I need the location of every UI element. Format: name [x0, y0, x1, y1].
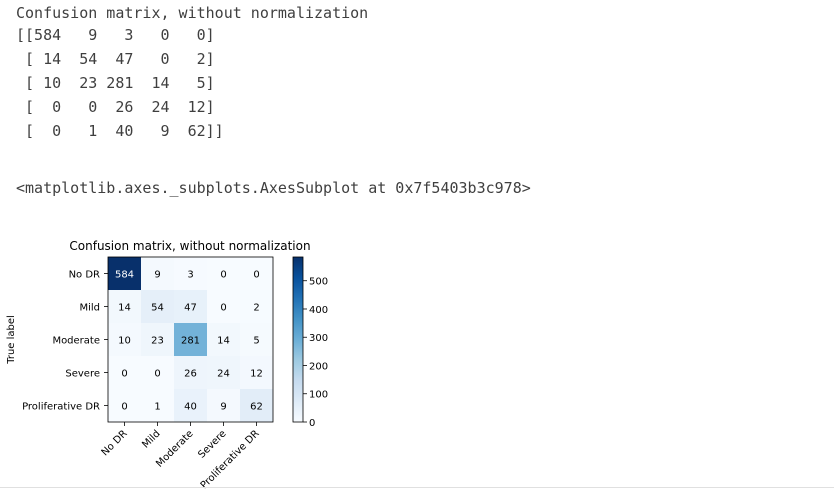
confusion-matrix-heading: Confusion matrix, without normalization [16, 4, 369, 22]
heatmap-cell [174, 290, 207, 323]
cell-value-label: 54 [151, 303, 164, 314]
cell-value-label: 10 [118, 336, 131, 347]
heatmap-cell [108, 356, 141, 389]
colorbar-tick-label: 500 [309, 277, 328, 288]
colorbar-tick-label: 100 [309, 390, 328, 401]
y-tick-label: Proliferative DR [22, 402, 100, 413]
cell-value-label: 0 [154, 369, 160, 380]
heatmap-cell [174, 389, 207, 422]
matrix-row-2: [ 14 54 47 0 2] [16, 50, 215, 68]
colorbar-tick-label: 200 [309, 361, 328, 372]
y-tick-label: Mild [79, 303, 100, 314]
cell-divider [0, 487, 834, 488]
cell-value-label: 62 [250, 402, 263, 413]
y-tick-label: No DR [69, 270, 100, 281]
colorbar-tick-label: 0 [309, 418, 315, 429]
matrix-row-3: [ 10 23 281 14 5] [16, 74, 215, 92]
x-tick-label: Severe [196, 428, 228, 460]
y-tick-label: Moderate [52, 336, 100, 347]
cell-value-label: 0 [220, 270, 226, 281]
cell-value-label: 23 [151, 336, 164, 347]
heatmap-cell [207, 356, 240, 389]
confusion-matrix-chart: Confusion matrix, without normalization … [6, 239, 328, 490]
chart-title: Confusion matrix, without normalization [69, 239, 310, 253]
heatmap-cell [108, 257, 141, 290]
matrix-row-4: [ 0 0 26 24 12] [16, 98, 215, 116]
y-tick-label: Severe [65, 369, 100, 380]
heatmap-cell [141, 389, 174, 422]
cell-value-label: 26 [184, 369, 197, 380]
cell-value-label: 2 [253, 303, 259, 314]
x-tick-label: Mild [140, 428, 162, 450]
colorbar-bar [292, 256, 304, 423]
heatmap-cells: 584 9 3 0 0 14 54 47 0 2 10 23 281 14 5 0 0 26 24 12 0 1 40 9 62 [107, 256, 274, 423]
cell-value-label: 14 [118, 303, 131, 314]
heatmap-cell [240, 389, 273, 422]
cell-value-label: 47 [184, 303, 197, 314]
cell-value-label: 1 [154, 402, 160, 413]
heatmap-cell [174, 323, 207, 356]
heatmap-cell [141, 356, 174, 389]
heatmap-cell [108, 290, 141, 323]
heatmap-cell [207, 290, 240, 323]
cell-value-label: 584 [115, 270, 134, 281]
cell-value-label: 40 [184, 402, 197, 413]
heatmap-cell [240, 323, 273, 356]
colorbar-tick-label: 300 [309, 333, 328, 344]
x-tick-label: Proliferative DR [199, 428, 262, 490]
heatmap-cell [174, 257, 207, 290]
cell-value-label: 12 [250, 369, 263, 380]
heatmap-cell [240, 257, 273, 290]
heatmap-cell [141, 257, 174, 290]
heatmap-cell [108, 323, 141, 356]
heatmap-cell [207, 389, 240, 422]
colorbar: 0 100 200 300 400 500 [292, 256, 328, 429]
x-tick-label: No DR [100, 428, 130, 458]
colorbar-tick-label: 400 [309, 305, 328, 316]
cell-value-label: 0 [121, 369, 127, 380]
y-axis-label: True label [6, 315, 17, 365]
cell-value-label: 5 [253, 336, 259, 347]
heatmap-cell [174, 356, 207, 389]
cell-value-label: 0 [121, 402, 127, 413]
axes-repr-output: <matplotlib.axes._subplots.AxesSubplot a… [16, 179, 531, 197]
heatmap-cell [207, 257, 240, 290]
cell-value-label: 281 [181, 336, 200, 347]
heatmap-cell [207, 323, 240, 356]
cell-value-label: 14 [217, 336, 230, 347]
heatmap-cell [108, 389, 141, 422]
heatmap-cell [240, 290, 273, 323]
heatmap-cell [240, 356, 273, 389]
cell-value-label: 9 [220, 402, 226, 413]
cell-value-label: 24 [217, 369, 230, 380]
cell-value-label: 3 [187, 270, 193, 281]
matrix-row-5: [ 0 1 40 9 62]] [16, 122, 224, 140]
cell-value-label: 0 [253, 270, 259, 281]
heatmap-cell [141, 290, 174, 323]
matrix-row-1: [[584 9 3 0 0] [16, 26, 215, 44]
cell-value-label: 0 [220, 303, 226, 314]
heatmap-cell [141, 323, 174, 356]
cell-value-label: 9 [154, 270, 160, 281]
